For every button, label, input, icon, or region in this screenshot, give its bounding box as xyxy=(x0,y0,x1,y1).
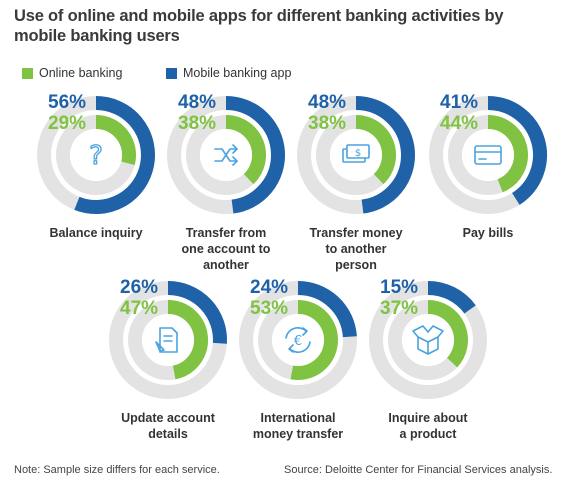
online-arc xyxy=(355,115,396,185)
category-label: Transfer from one account to another xyxy=(151,225,301,273)
category-label: Pay bills xyxy=(413,225,563,241)
online-arc xyxy=(487,115,528,193)
online-percent-label: 38% xyxy=(178,113,217,134)
category-label-line: person xyxy=(335,258,377,272)
online-percent-label: 29% xyxy=(48,113,87,134)
question-mark-icon: ? xyxy=(88,140,103,171)
euro-exchange-icon: € xyxy=(285,327,311,353)
category-label-line: Transfer money xyxy=(309,226,403,240)
svg-text:€: € xyxy=(294,334,302,349)
online-percent-label: 53% xyxy=(250,298,289,319)
donut-card: €24% 53% xyxy=(233,275,363,405)
card-icon xyxy=(474,145,502,165)
category-label-line: one account to xyxy=(181,242,271,256)
online-percent-label: 44% xyxy=(440,113,479,134)
legend-label-online: Online banking xyxy=(39,66,123,80)
donut-card: 48% 38% xyxy=(161,90,291,220)
open-box-icon xyxy=(412,325,444,355)
online-arc xyxy=(225,115,266,185)
mobile-percent-label: 26% xyxy=(120,277,159,298)
donut-card: $48% 38% xyxy=(291,90,421,220)
online-percent-label: 47% xyxy=(120,298,159,319)
donut-card: 26% 47% xyxy=(103,275,233,405)
category-label-line: another xyxy=(203,258,249,272)
donut-center xyxy=(142,314,194,366)
mobile-arc xyxy=(427,281,476,314)
document-edit-icon xyxy=(155,327,178,353)
donut-chart: ? xyxy=(37,96,155,214)
donut-chart xyxy=(167,96,285,214)
money-bills-icon: $ xyxy=(342,144,370,163)
footnote: Note: Sample size differs for each servi… xyxy=(14,464,220,476)
mobile-arc xyxy=(167,281,227,344)
online-arc xyxy=(95,115,136,165)
category-label-line: a product xyxy=(399,427,457,441)
category-label-line: Balance inquiry xyxy=(49,226,143,240)
category-label: Balance inquiry xyxy=(21,225,171,241)
online-arc xyxy=(167,300,209,380)
online-arc xyxy=(427,300,468,368)
mobile-percent-label: 48% xyxy=(308,92,347,113)
donut-center xyxy=(70,129,122,181)
donut-center xyxy=(462,129,514,181)
donut-chart xyxy=(429,96,547,214)
category-label-line: Update account xyxy=(121,411,215,425)
online-percent-label: 38% xyxy=(308,113,347,134)
mobile-arc xyxy=(355,96,415,214)
donut-chart xyxy=(109,281,227,399)
donut-center xyxy=(272,314,324,366)
legend-item-mobile: Mobile banking app xyxy=(166,66,291,80)
legend-label-mobile: Mobile banking app xyxy=(183,66,292,80)
category-label: Inquire about a product xyxy=(353,410,503,442)
online-percent-label: 37% xyxy=(380,298,419,319)
category-label-line: International xyxy=(260,411,336,425)
shuffle-arrows-icon xyxy=(214,144,238,166)
mobile-arc xyxy=(297,281,357,338)
donut-chart xyxy=(369,281,487,399)
chart-title: Use of online and mobile apps for differ… xyxy=(14,7,504,45)
donut-chart: € xyxy=(239,281,357,399)
source-note: Source: Deloitte Center for Financial Se… xyxy=(284,464,553,476)
category-label: Update account details xyxy=(93,410,243,442)
donut-center xyxy=(402,314,454,366)
mobile-percent-label: 48% xyxy=(178,92,217,113)
mobile-arc xyxy=(74,96,155,214)
category-label-line: Pay bills xyxy=(462,226,514,240)
mobile-percent-label: 15% xyxy=(380,277,419,298)
category-label: Transfer money to another person xyxy=(281,225,431,273)
category-label-line: to another xyxy=(325,242,387,256)
legend-swatch-online xyxy=(22,67,33,79)
mobile-percent-label: 56% xyxy=(48,92,87,113)
mobile-percent-label: 24% xyxy=(250,277,289,298)
mobile-percent-label: 41% xyxy=(440,92,479,113)
category-label-line: Transfer from xyxy=(185,226,267,240)
legend-item-online: Online banking xyxy=(22,66,122,80)
donut-card: ? 56% 29% xyxy=(31,90,161,220)
mobile-arc xyxy=(225,96,285,214)
donut-card: 41% 44% xyxy=(423,90,553,220)
donut-card: 15% 37% xyxy=(363,275,493,405)
donut-chart: $ xyxy=(297,96,415,214)
legend-swatch-mobile xyxy=(166,67,177,79)
mobile-arc xyxy=(487,96,547,205)
category-label-line: money transfer xyxy=(252,427,344,441)
category-label-line: details xyxy=(148,427,188,441)
online-arc xyxy=(290,300,338,380)
svg-text:$: $ xyxy=(355,148,361,159)
category-label: International money transfer xyxy=(223,410,373,442)
category-label-line: Inquire about xyxy=(388,411,468,425)
svg-text:?: ? xyxy=(89,141,103,171)
